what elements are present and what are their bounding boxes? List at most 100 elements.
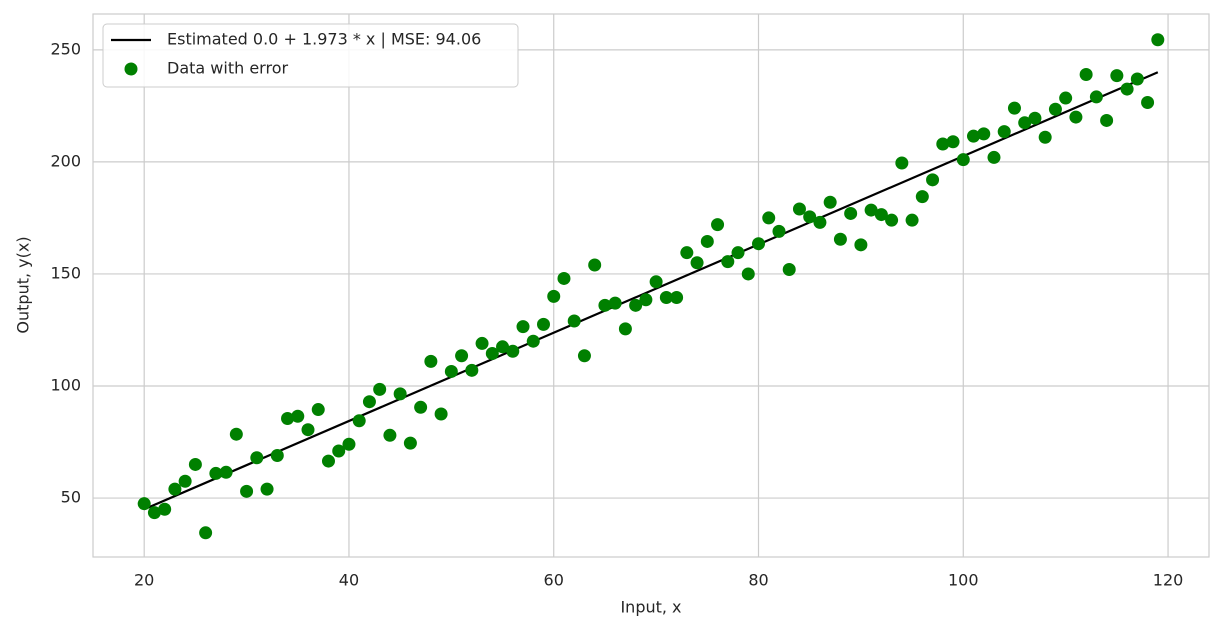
y-tick-label: 100 [50,376,81,395]
data-point [168,482,182,496]
data-point [403,436,417,450]
data-point [1079,68,1093,82]
data-point [997,125,1011,139]
data-point [229,427,243,441]
data-point [240,484,254,498]
data-point [455,349,469,363]
x-tick-label: 20 [134,571,154,590]
data-point [752,237,766,251]
data-point [444,364,458,378]
data-point [1048,102,1062,116]
data-point [1110,69,1124,83]
data-point [895,156,909,170]
data-point [690,256,704,270]
data-point [1018,116,1032,130]
data-point [874,208,888,222]
data-point [926,173,940,187]
data-point [1007,101,1021,115]
data-point [465,363,479,377]
legend-label: Estimated 0.0 + 1.973 * x | MSE: 94.06 [167,30,481,49]
data-point [475,336,489,350]
data-point [1069,110,1083,124]
data-point [680,246,694,260]
legend-label: Data with error [167,59,288,78]
data-point [147,506,161,520]
y-tick-label: 50 [61,488,81,507]
data-point [762,211,776,225]
data-point [598,298,612,312]
data-point [803,210,817,224]
data-point [362,395,376,409]
data-point [977,127,991,141]
data-point [1130,72,1144,86]
data-point [373,382,387,396]
data-point [506,344,520,358]
data-point [618,322,632,336]
x-tick-label: 80 [748,571,768,590]
data-point [424,354,438,368]
data-point [639,293,653,307]
data-point [711,218,725,232]
data-point [260,482,274,496]
data-point [219,465,233,479]
data-point [792,202,806,216]
data-point [526,334,540,348]
data-point [158,502,172,516]
data-point [137,497,151,511]
data-point [188,457,202,471]
data-point [854,238,868,252]
data-point [731,246,745,260]
data-point [956,153,970,167]
data-point [547,289,561,303]
data-point [608,296,622,310]
data-point [311,403,325,417]
data-point [496,340,510,354]
data-point [250,451,264,465]
x-tick-label: 100 [948,571,979,590]
data-point [352,414,366,428]
x-tick-label: 40 [339,571,359,590]
data-point [1028,111,1042,125]
data-point [967,129,981,143]
data-point [301,423,315,437]
data-point [905,213,919,227]
data-point [649,275,663,289]
data-point [557,271,571,285]
data-point [536,317,550,331]
data-point [772,224,786,238]
data-point [199,526,213,540]
y-tick-label: 150 [50,263,81,282]
data-point [936,137,950,151]
data-point [281,412,295,426]
data-point [700,234,714,248]
data-point [434,407,448,421]
data-point [1151,33,1165,47]
data-point [782,262,796,276]
data-point [1100,113,1114,127]
data-point [516,320,530,334]
data-point [987,150,1001,164]
data-point [915,190,929,204]
data-point [670,290,684,304]
y-axis-label: Output, y(x) [14,236,33,333]
data-point [393,387,407,401]
data-point [178,474,192,488]
legend-marker [124,62,138,76]
data-point [577,349,591,363]
data-point [321,454,335,468]
data-point [629,298,643,312]
x-tick-label: 60 [544,571,564,590]
data-point [1059,91,1073,105]
y-tick-label: 200 [50,151,81,170]
data-point [946,135,960,149]
data-point [291,409,305,423]
data-point [813,215,827,229]
data-point [741,267,755,281]
data-point [414,400,428,414]
data-point [1038,130,1052,144]
data-point [485,347,499,361]
data-point [567,314,581,328]
y-tick-label: 250 [50,39,81,58]
data-point [721,255,735,269]
data-point [823,195,837,209]
